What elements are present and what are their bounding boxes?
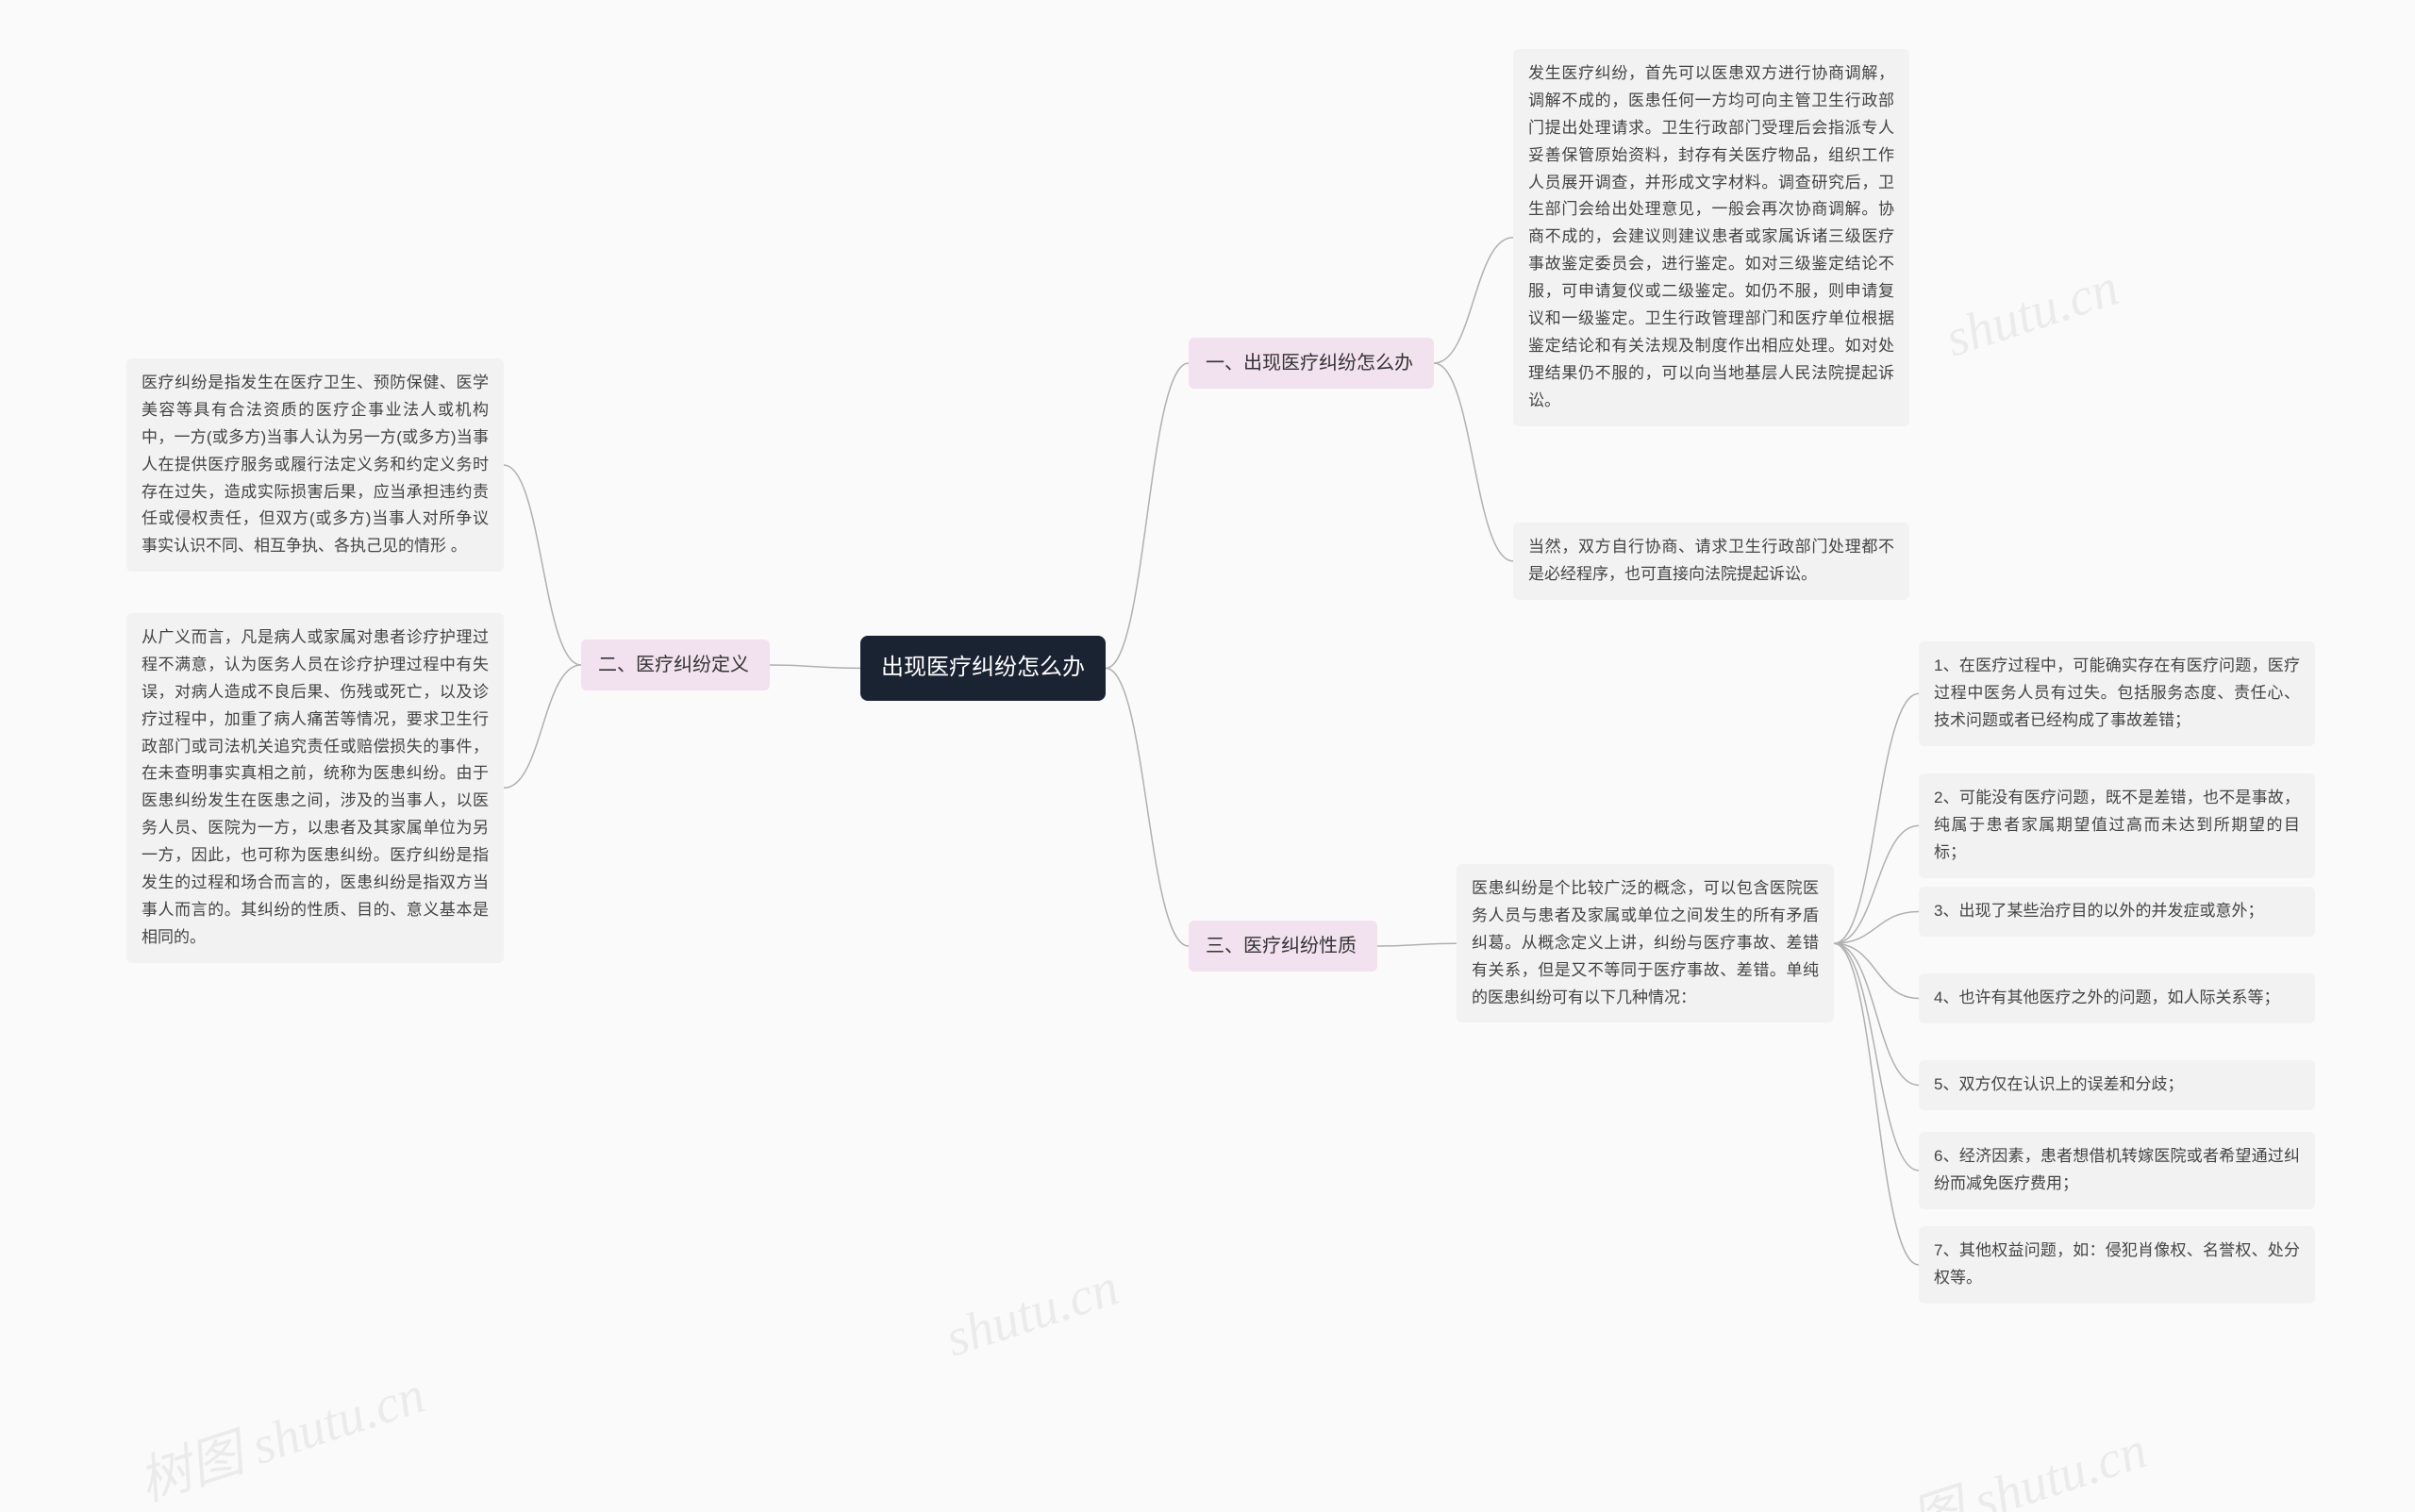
- branch-section-1: 一、出现医疗纠纷怎么办: [1189, 338, 1434, 389]
- leaf-s3-item-7: 7、其他权益问题，如：侵犯肖像权、名誉权、处分权等。: [1919, 1226, 2315, 1304]
- leaf-s3-item-4: 4、也许有其他医疗之外的问题，如人际关系等；: [1919, 973, 2315, 1023]
- watermark: shutu.cn: [1939, 257, 2126, 369]
- leaf-s3-item-2: 2、可能没有医疗问题，既不是差错，也不是事故，纯属于患者家属期望值过高而未达到所…: [1919, 773, 2315, 878]
- leaf-s3-item-6: 6、经济因素，患者想借机转嫁医院或者希望通过纠纷而减免医疗费用；: [1919, 1132, 2315, 1209]
- leaf-s2-def-a: 医疗纠纷是指发生在医疗卫生、预防保健、医学美容等具有合法资质的医疗企事业法人或机…: [126, 358, 504, 572]
- leaf-s3-item-1: 1、在医疗过程中，可能确实存在有医疗问题，医疗过程中医务人员有过失。包括服务态度…: [1919, 641, 2315, 746]
- leaf-s3-item-5: 5、双方仅在认识上的误差和分歧；: [1919, 1060, 2315, 1110]
- watermark: 树图 shutu.cn: [127, 1352, 433, 1512]
- leaf-s3-item-3: 3、出现了某些治疗目的以外的并发症或意外；: [1919, 887, 2315, 937]
- leaf-s1-procedure: 发生医疗纠纷，首先可以医患双方进行协商调解，调解不成的，医患任何一方均可向主管卫…: [1513, 49, 1909, 426]
- leaf-s3-intro: 医患纠纷是个比较广泛的概念，可以包含医院医务人员与患者及家属或单位之间发生的所有…: [1457, 864, 1834, 1022]
- leaf-s1-note: 当然，双方自行协商、请求卫生行政部门处理都不是必经程序，也可直接向法院提起诉讼。: [1513, 523, 1909, 600]
- watermark: shutu.cn: [939, 1256, 1126, 1369]
- watermark: 图 shutu.cn: [1900, 1407, 2156, 1512]
- mindmap-root: 出现医疗纠纷怎么办: [860, 636, 1106, 701]
- branch-section-3: 三、医疗纠纷性质: [1189, 921, 1377, 972]
- leaf-s2-def-b: 从广义而言，凡是病人或家属对患者诊疗护理过程不满意，认为医务人员在诊疗护理过程中…: [126, 613, 504, 963]
- branch-section-2: 二、医疗纠纷定义: [581, 640, 770, 690]
